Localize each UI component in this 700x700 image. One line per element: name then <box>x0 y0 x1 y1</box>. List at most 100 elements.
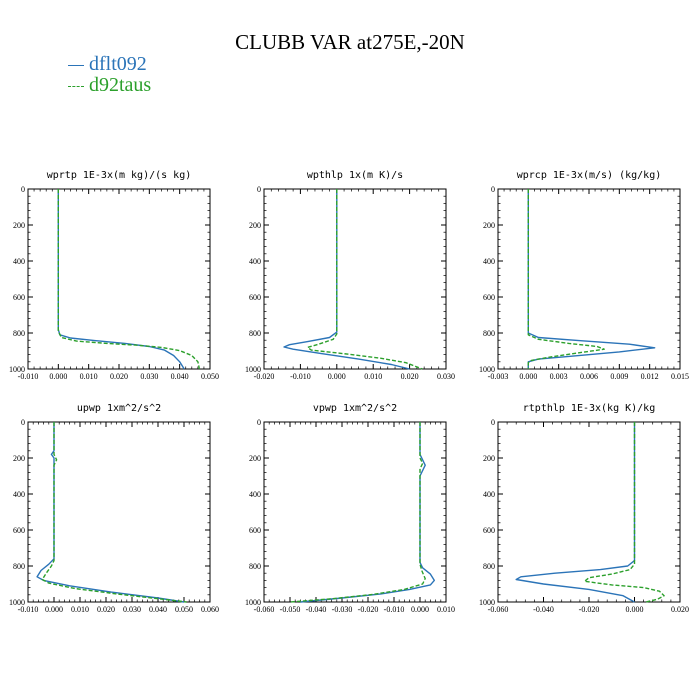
series-line-d92taus <box>57 189 201 370</box>
panel-2-title: wpthlp 1x(m K)/s <box>307 170 403 181</box>
y-tick-label: 0 <box>257 418 261 427</box>
series-line-dflt092 <box>527 189 656 369</box>
y-tick-label: 200 <box>249 454 261 463</box>
x-tick-label: -0.020 <box>358 605 379 614</box>
y-tick-label: 800 <box>483 329 495 338</box>
x-tick-label: 0.020 <box>110 372 128 381</box>
y-tick-label: 600 <box>483 293 495 302</box>
x-tick-label: 0.030 <box>123 605 141 614</box>
x-tick-label: 0.010 <box>71 605 89 614</box>
y-tick-label: 0 <box>257 185 261 194</box>
x-tick-label: -0.060 <box>254 605 275 614</box>
x-tick-label: 0.010 <box>80 372 98 381</box>
y-tick-label: 1000 <box>479 365 495 374</box>
legend-item-dflt092: dflt092 <box>68 53 147 75</box>
y-tick-label: 1000 <box>245 598 261 607</box>
x-tick-label: 0.020 <box>671 605 689 614</box>
y-tick-label: 400 <box>13 257 25 266</box>
panel-3-title: wprcp 1E-3x(m/s) (kg/kg) <box>517 170 662 181</box>
x-tick-label: 0.012 <box>641 372 659 381</box>
y-tick-label: 200 <box>13 221 25 230</box>
x-tick-label: 0.000 <box>519 372 537 381</box>
legend-label-dflt092: dflt092 <box>89 53 147 75</box>
legend-swatch-dflt092 <box>68 64 84 66</box>
x-tick-label: -0.060 <box>488 605 509 614</box>
y-tick-label: 400 <box>483 257 495 266</box>
x-tick-label: 0.003 <box>550 372 568 381</box>
x-tick-label: 0.000 <box>411 605 429 614</box>
x-tick-label: 0.020 <box>401 372 419 381</box>
series-line-d92taus <box>583 422 665 603</box>
y-tick-label: 200 <box>249 221 261 230</box>
series-line-d92taus <box>289 422 426 603</box>
x-tick-label: -0.050 <box>280 605 301 614</box>
x-tick-label: 0.000 <box>45 605 63 614</box>
panel-4-frame <box>27 421 211 603</box>
y-tick-label: 1000 <box>9 598 25 607</box>
legend-swatch-d92taus <box>68 85 84 87</box>
y-tick-label: 0 <box>491 418 495 427</box>
x-tick-label: 0.040 <box>171 372 189 381</box>
x-tick-label: -0.010 <box>290 372 311 381</box>
panel-6-frame <box>497 421 681 603</box>
y-tick-label: 1000 <box>479 598 495 607</box>
x-tick-label: -0.030 <box>332 605 353 614</box>
series-line-dflt092 <box>57 189 185 370</box>
y-tick-label: 200 <box>13 454 25 463</box>
panel-6-title: rtpthlp 1E-3x(kg K)/kg <box>523 403 655 414</box>
x-tick-label: 0.020 <box>97 605 115 614</box>
y-tick-label: 400 <box>249 490 261 499</box>
x-tick-label: 0.000 <box>626 605 644 614</box>
x-tick-label: 0.030 <box>437 372 455 381</box>
chart-title: CLUBB VAR at275E,-20N <box>235 30 465 54</box>
y-tick-label: 600 <box>13 526 25 535</box>
y-tick-label: 800 <box>13 562 25 571</box>
y-tick-label: 1000 <box>245 365 261 374</box>
series-line-dflt092 <box>300 422 435 603</box>
series-line-dflt092 <box>283 189 410 370</box>
x-tick-label: -0.020 <box>579 605 600 614</box>
panel-3: wprcp 1E-3x(m/s) (kg/kg) -0.003 0.000 0.003… <box>479 170 689 381</box>
x-tick-label: 0.000 <box>328 372 346 381</box>
y-tick-label: 400 <box>483 490 495 499</box>
x-tick-label: 0.010 <box>364 372 382 381</box>
x-tick-label: -0.010 <box>18 605 39 614</box>
x-tick-label: 0.015 <box>671 372 689 381</box>
y-tick-label: 600 <box>483 526 495 535</box>
x-tick-label: -0.040 <box>306 605 327 614</box>
legend-label-d92taus: d92taus <box>89 74 152 96</box>
y-tick-label: 800 <box>13 329 25 338</box>
y-tick-label: 400 <box>249 257 261 266</box>
y-tick-label: 200 <box>483 221 495 230</box>
legend-item-d92taus: d92taus <box>68 74 151 96</box>
panel-4-title: upwp 1xm^2/s^2 <box>77 403 161 414</box>
series-line-d92taus <box>527 189 605 369</box>
x-tick-label: -0.020 <box>254 372 275 381</box>
x-tick-label: -0.040 <box>533 605 554 614</box>
panel-4: upwp 1xm^2/s^2 -0.010 0.000 0.010 0.020 0.030… <box>9 403 219 614</box>
panel-5-title: vpwp 1xm^2/s^2 <box>313 403 397 414</box>
y-tick-label: 1000 <box>9 365 25 374</box>
series-line-d92taus <box>41 422 187 603</box>
panel-2: wpthlp 1x(m K)/s -0.020 -0.010 0.000 0.010 0.… <box>245 170 455 381</box>
panel-2-frame <box>263 188 447 370</box>
x-tick-label: 0.040 <box>149 605 167 614</box>
panel-1-title: wprtp 1E-3x(m kg)/(s kg) <box>47 170 192 181</box>
y-tick-label: 800 <box>483 562 495 571</box>
y-tick-label: 0 <box>21 418 25 427</box>
panel-5: vpwp 1xm^2/s^2 -0.060 -0.050 -0.040 -0.030 -0… <box>245 403 455 614</box>
y-tick-label: 800 <box>249 329 261 338</box>
x-tick-label: 0.050 <box>201 372 219 381</box>
series-line-d92taus <box>307 189 423 370</box>
y-tick-label: 400 <box>13 490 25 499</box>
y-tick-label: 0 <box>21 185 25 194</box>
y-tick-label: 0 <box>491 185 495 194</box>
y-tick-label: 600 <box>249 526 261 535</box>
panel-5-frame <box>263 421 447 603</box>
x-tick-label: 0.000 <box>49 372 67 381</box>
series-line-dflt092 <box>515 422 636 603</box>
panel-1-frame <box>27 188 211 370</box>
y-tick-label: 600 <box>13 293 25 302</box>
